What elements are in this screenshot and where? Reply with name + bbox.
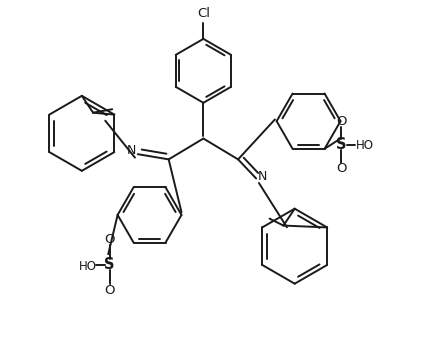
Text: N: N: [127, 144, 136, 157]
Text: HO: HO: [356, 139, 374, 152]
Text: O: O: [336, 162, 346, 175]
Text: S: S: [336, 137, 346, 152]
Text: HO: HO: [79, 260, 97, 273]
Text: S: S: [104, 257, 115, 272]
Text: O: O: [104, 284, 115, 297]
Text: N: N: [258, 169, 267, 183]
Text: Cl: Cl: [197, 7, 210, 20]
Text: O: O: [104, 233, 115, 246]
Text: O: O: [336, 115, 346, 128]
